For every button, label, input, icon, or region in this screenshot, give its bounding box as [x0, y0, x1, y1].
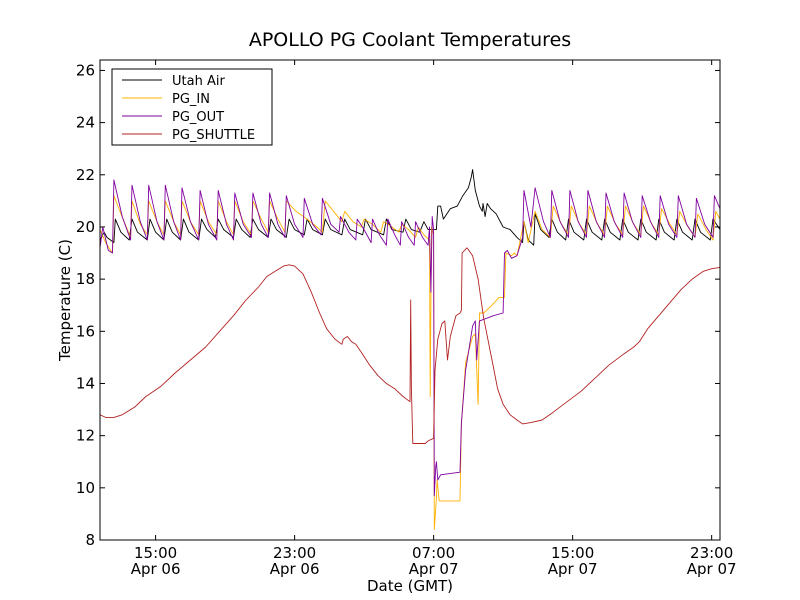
y-tick-label: 18: [76, 270, 95, 288]
y-tick-label: 24: [76, 114, 95, 132]
legend-label: Utah Air: [172, 74, 225, 89]
x-tick-label-date: Apr 07: [409, 560, 459, 578]
y-tick-label: 10: [76, 479, 95, 497]
x-tick-label-time: 23:00: [273, 544, 316, 562]
series-line-pg-shuttle: [100, 247, 720, 444]
x-tick-label-date: Apr 07: [548, 560, 598, 578]
chart-title: APOLLO PG Coolant Temperatures: [249, 29, 571, 51]
plot-area-frame: [99, 59, 721, 541]
legend-frame: [111, 68, 273, 146]
y-tick-label: 26: [76, 61, 95, 79]
legend-label: PG_IN: [172, 92, 210, 107]
x-tick-label-date: Apr 06: [270, 560, 320, 578]
x-tick-label-date: Apr 07: [687, 560, 737, 578]
legend: Utah Air PG_IN PG_OUT PG_SHUTTLE: [111, 68, 273, 146]
y-tick-label: 8: [85, 531, 95, 549]
x-tick-label-time: 07:00: [412, 544, 455, 562]
series-line-utah-air: [100, 169, 720, 246]
series-layer: [100, 169, 720, 531]
x-axis-title: Date (GMT): [367, 577, 453, 595]
x-tick-label-time: 23:00: [690, 544, 733, 562]
x-tick-label-time: 15:00: [134, 544, 177, 562]
y-axis-title: Temperature (C): [56, 239, 74, 362]
x-tick-label-time: 15:00: [551, 544, 594, 562]
series-line-pg-in: [100, 195, 720, 531]
legend-label: PG_OUT: [172, 110, 224, 125]
y-tick-label: 12: [76, 427, 95, 445]
x-tick-label-date: Apr 06: [131, 560, 181, 578]
y-tick-label: 20: [76, 218, 95, 236]
y-tick-label: 22: [76, 166, 95, 184]
y-tick-label: 16: [76, 322, 95, 340]
y-tick-label: 14: [76, 374, 95, 392]
legend-label: PG_SHUTTLE: [172, 128, 255, 143]
series-line-pg-out: [100, 179, 720, 497]
y-axis: 8 10 12 14 16 18 20 22 24 26: [76, 61, 720, 549]
